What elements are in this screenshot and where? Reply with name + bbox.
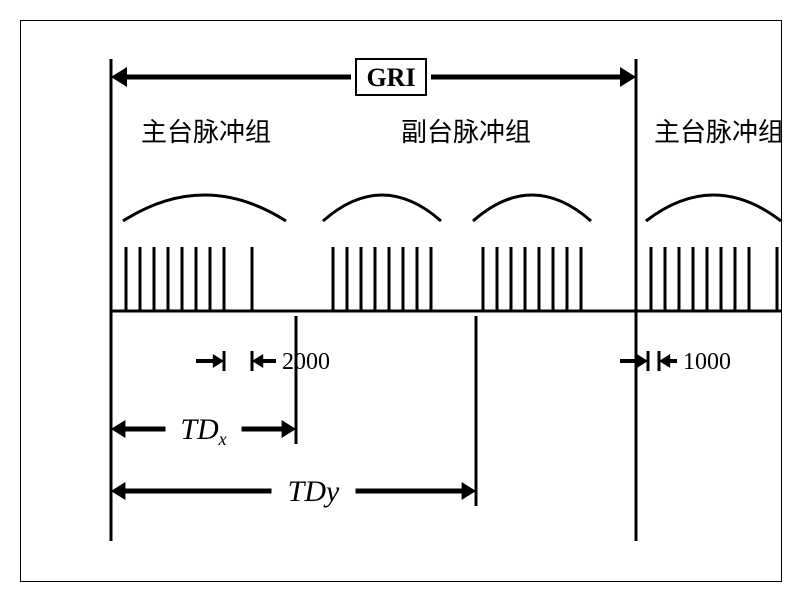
tdy-label: TDy (288, 475, 340, 508)
tdx-label: TDx (180, 413, 226, 449)
main-group-label-1: 主台脉冲组 (141, 118, 271, 147)
gri-label: GRI (366, 63, 415, 92)
arc-2 (473, 195, 591, 221)
main-group-label-2: 主台脉冲组 (654, 118, 781, 147)
loran-timing-diagram: GRI 主台脉冲组 副台脉冲组 主台脉冲组 2000 1000 TDx TDy (20, 20, 782, 582)
arc-1 (323, 195, 441, 221)
sub-group-label: 副台脉冲组 (401, 118, 531, 147)
gap-1000-label: 1000 (683, 349, 731, 375)
gap-2000-label: 2000 (282, 349, 330, 375)
arc-0 (123, 195, 286, 221)
arc-3 (646, 195, 781, 221)
diagram-svg: GRI 主台脉冲组 副台脉冲组 主台脉冲组 2000 1000 TDx TDy (21, 21, 781, 581)
